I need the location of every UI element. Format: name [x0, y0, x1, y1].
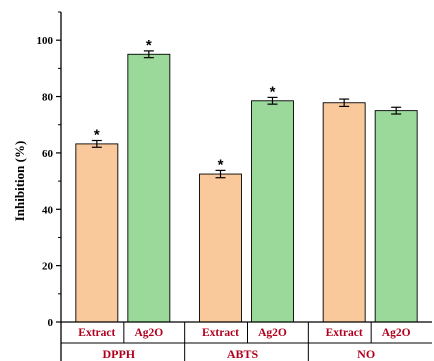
x-category-label: Ag2O — [382, 327, 411, 339]
x-category-label: Extract — [202, 327, 239, 339]
bar — [75, 143, 119, 323]
x-category-label: Ag2O — [134, 327, 163, 339]
x-axis: Extract Ag2O DPPH Extract Ag2O ABTS Extract Ag2… — [61, 321, 432, 361]
x-category-label: Ag2O — [258, 327, 287, 339]
significance-marker: * — [94, 127, 100, 144]
x-category-label: Extract — [326, 327, 363, 339]
bar — [127, 53, 171, 323]
x-category-label: Extract — [78, 327, 115, 339]
bar — [199, 173, 242, 323]
significance-marker: * — [270, 83, 276, 100]
bar — [374, 110, 418, 323]
significance-marker: * — [218, 156, 224, 173]
bar — [322, 102, 366, 323]
y-tick-label: 20 — [42, 261, 54, 273]
y-tick-label: 60 — [42, 148, 54, 160]
y-tick-label: 0 — [48, 317, 54, 329]
bar — [251, 100, 294, 323]
y-axis-label: Inhibition (%) — [12, 141, 27, 222]
y-tick-label: 40 — [42, 204, 54, 216]
x-group-label: ABTS — [227, 347, 259, 361]
y-axis: 0 20 40 60 80 100 — [37, 11, 62, 361]
x-group-label: NO — [357, 347, 375, 361]
y-tick-label: 100 — [37, 35, 54, 47]
significance-marker: * — [146, 37, 152, 54]
x-group-label: DPPH — [102, 347, 135, 361]
bars: * * * * — [75, 37, 418, 323]
y-tick-label: 80 — [42, 92, 54, 104]
